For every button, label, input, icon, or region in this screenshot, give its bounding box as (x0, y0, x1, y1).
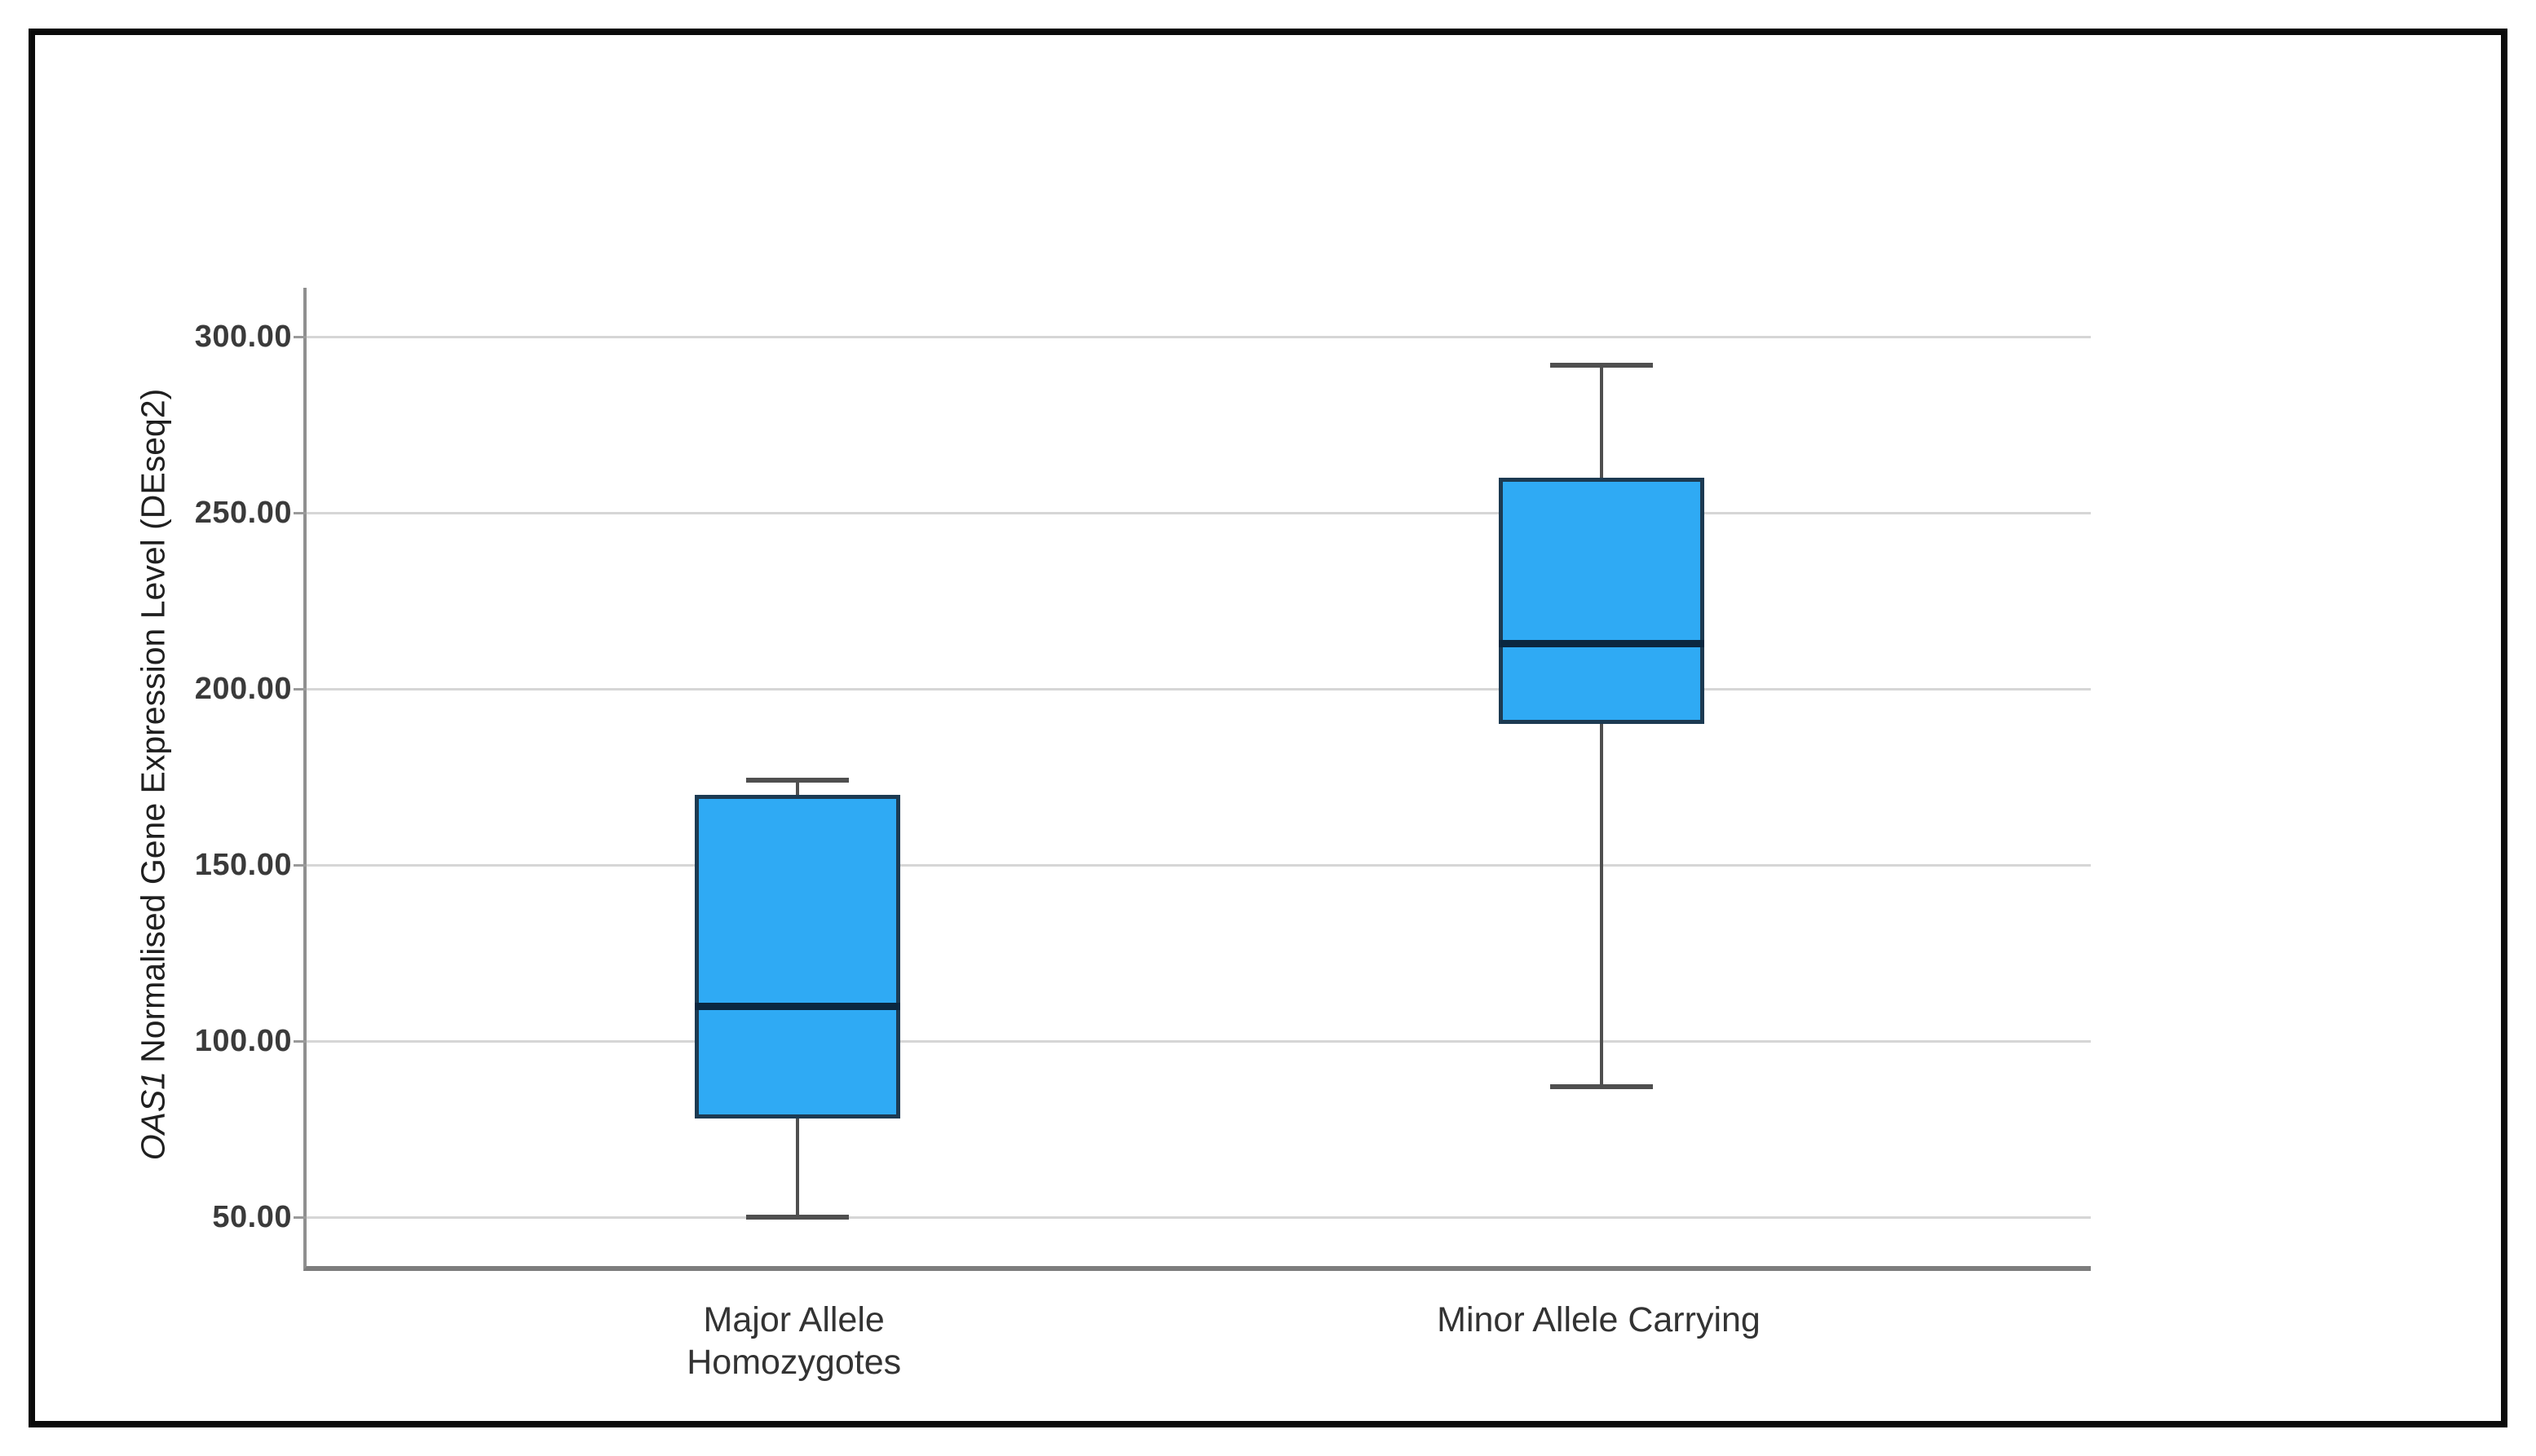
y-tick-mark-300 (294, 336, 307, 339)
y-tick-mark-100 (294, 1039, 307, 1043)
y-tick-label-250: 250.00 (194, 496, 292, 531)
gridline-250 (307, 512, 2091, 515)
y-tick-label-300: 300.00 (194, 320, 292, 355)
y-tick-label-150: 150.00 (194, 847, 292, 882)
y-tick-label-50: 50.00 (212, 1199, 292, 1234)
upper-whisker-0 (795, 780, 799, 795)
iqr-box-0 (694, 794, 900, 1118)
y-tick-mark-250 (294, 512, 307, 515)
lower-whisker-cap-1 (1550, 1083, 1654, 1089)
iqr-box-1 (1499, 478, 1705, 725)
figure-border-frame (29, 29, 2507, 1427)
y-tick-label-100: 100.00 (194, 1023, 292, 1058)
median-line-1 (1499, 639, 1705, 647)
gridline-100 (307, 1039, 2091, 1043)
plot-area (294, 288, 2091, 1271)
lower-whisker-cap-0 (745, 1214, 849, 1220)
y-tick-mark-200 (294, 688, 307, 691)
y-tick-mark-150 (294, 863, 307, 867)
lower-whisker-0 (795, 1118, 799, 1217)
y-axis-title-text: Normalised Gene Expression Level (DEseq2… (134, 388, 172, 1063)
gridline-300 (307, 336, 2091, 339)
upper-whisker-cap-0 (745, 778, 849, 783)
gridline-50 (307, 1216, 2091, 1219)
gridline-150 (307, 863, 2091, 867)
y-axis-title-gene: OAS1 (134, 1070, 172, 1161)
median-line-0 (694, 1002, 900, 1010)
lower-whisker-1 (1600, 724, 1604, 1087)
upper-whisker-cap-1 (1550, 362, 1654, 368)
gridline-200 (307, 688, 2091, 691)
upper-whisker-1 (1600, 364, 1604, 479)
x-category-label-1: Minor Allele Carrying (1437, 1300, 1761, 1339)
y-tick-label-200: 200.00 (194, 672, 292, 707)
x-category-label-0: Major Allele Homozygotes (687, 1300, 902, 1382)
y-tick-mark-50 (294, 1216, 307, 1219)
